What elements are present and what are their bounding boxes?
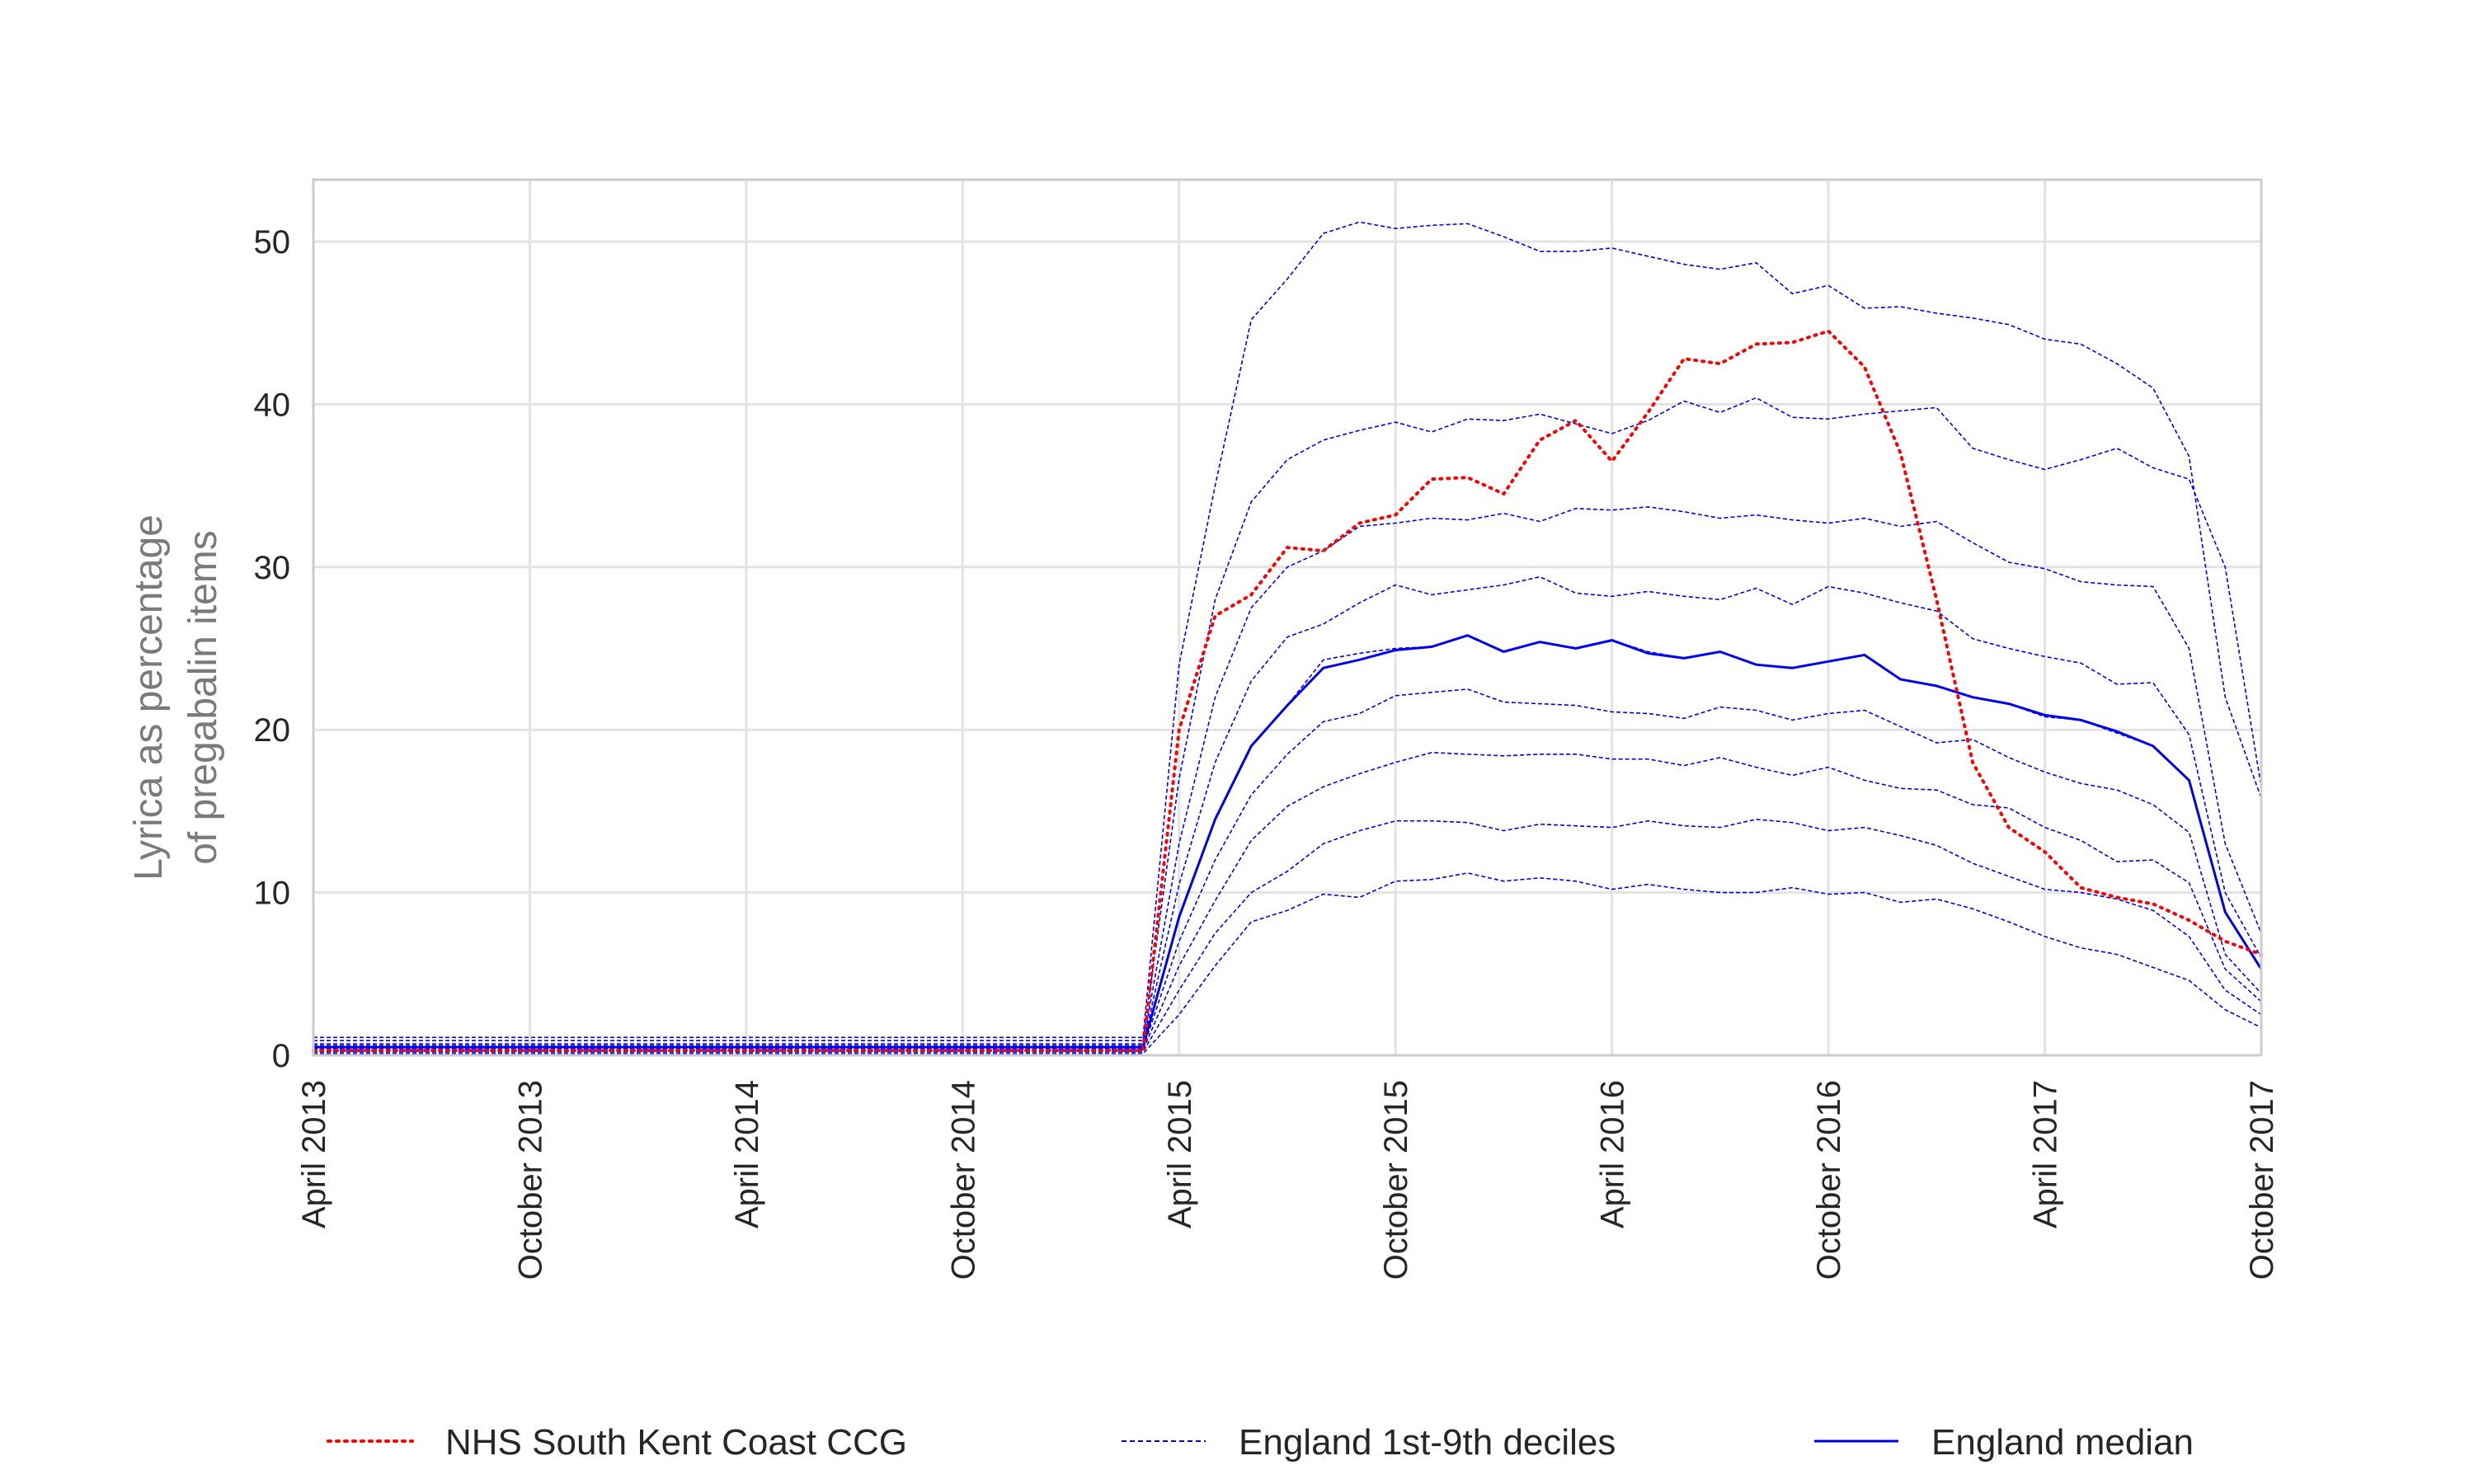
x-tick-label: April 2014	[729, 1080, 765, 1228]
x-tick-label: October 2013	[512, 1080, 548, 1280]
y-tick-label: 10	[254, 876, 291, 912]
x-tick-label: April 2013	[296, 1080, 332, 1228]
y-tick-label: 50	[254, 224, 291, 261]
decile-line-9	[313, 221, 2262, 1039]
ccg-line	[312, 329, 2263, 1053]
legend-label-median: England median	[1931, 1422, 2194, 1463]
decile-line-1	[313, 872, 2262, 1054]
y-tick-label: 0	[272, 1038, 290, 1074]
decile-line-3	[313, 751, 2262, 1051]
decile-line-2	[313, 818, 2262, 1053]
x-tick-label: October 2016	[1811, 1080, 1847, 1280]
y-tick-label: 40	[254, 387, 291, 423]
decile-line-4	[313, 688, 2262, 1050]
legend-label-deciles: England 1st-9th deciles	[1239, 1422, 1616, 1463]
x-tick-label: April 2016	[1595, 1080, 1631, 1228]
legend-label-ccg: NHS South Kent Coast CCG	[445, 1422, 907, 1463]
x-tick-label: April 2015	[1162, 1080, 1198, 1228]
decile-line-7	[313, 505, 2262, 1045]
series-layer	[312, 221, 2263, 1054]
y-tick-label: 20	[254, 712, 291, 749]
y-tick-label: 30	[254, 550, 291, 586]
y-axis-title: Lyrica as percentage of pregabalin items	[127, 514, 225, 881]
plot-frame	[312, 178, 2263, 1057]
x-tick-label: April 2017	[2028, 1080, 2064, 1228]
x-tick-label: October 2014	[945, 1080, 981, 1280]
decile-line-6	[313, 575, 2262, 1046]
x-tick-label: October 2015	[1378, 1080, 1414, 1280]
y-axis-title-line-1: Lyrica as percentage	[127, 514, 171, 881]
median-line	[313, 634, 2263, 1049]
y-axis-ticks: 0 10 20 30 40 50	[254, 224, 291, 1074]
y-axis-title-line-2: of pregabalin items	[181, 530, 225, 865]
x-tick-label: October 2017	[2244, 1080, 2280, 1280]
decile-line-8	[313, 397, 2262, 1041]
x-axis-ticks: April 2013 October 2013 April 2014 October …	[296, 1080, 2280, 1280]
grid	[313, 180, 2261, 1057]
legend: NHS South Kent Coast CCG England 1st-9th…	[327, 1422, 2194, 1463]
